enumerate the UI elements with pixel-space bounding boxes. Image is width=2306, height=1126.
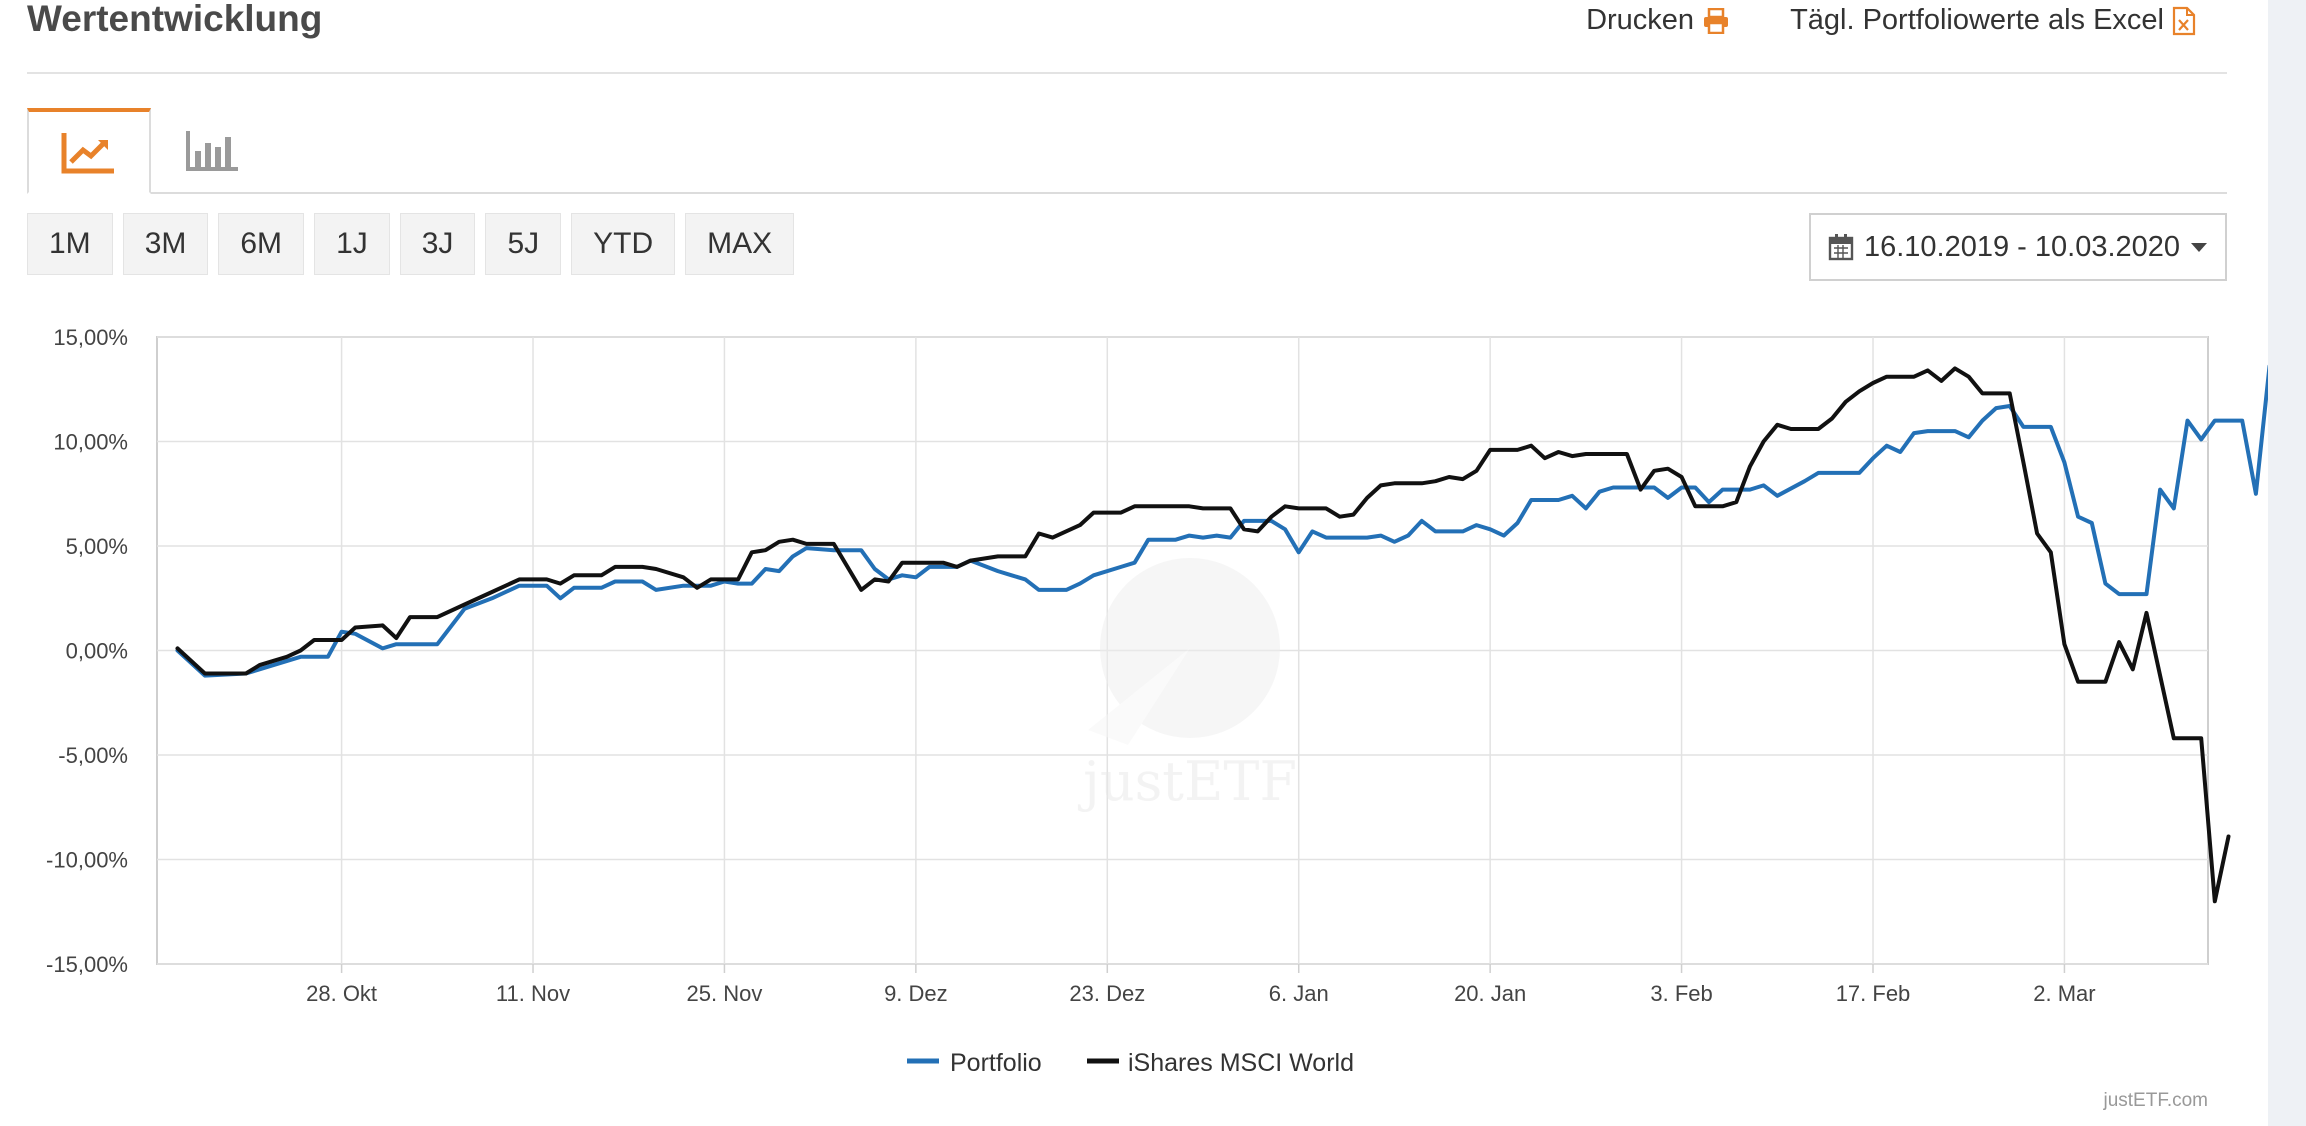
page-title: Wertentwicklung bbox=[27, 0, 323, 39]
bar-chart-icon bbox=[186, 131, 238, 171]
watermark-arrow bbox=[1088, 648, 1190, 745]
header-actions: Drucken Tägl. Portfoliowerte als Excel bbox=[1586, 4, 2196, 37]
watermark-text: justETF bbox=[1077, 750, 1297, 813]
y-tick-label: 0,00% bbox=[66, 639, 128, 664]
caret-down-icon bbox=[2191, 243, 2208, 252]
watermark: justETF bbox=[1077, 558, 1297, 813]
excel-file-icon bbox=[2172, 6, 2196, 35]
printer-icon bbox=[1704, 7, 1729, 34]
x-tick-label: 28. Okt bbox=[306, 981, 377, 1006]
period-button-max[interactable]: MAX bbox=[685, 213, 795, 275]
legend-label-portfolio[interactable]: Portfolio bbox=[950, 1049, 1042, 1077]
legend-label-benchmark[interactable]: iShares MSCI World bbox=[1128, 1049, 1354, 1077]
chart-type-tabs bbox=[27, 108, 2227, 194]
period-button-5j[interactable]: 5J bbox=[485, 213, 562, 275]
y-tick-label: 10,00% bbox=[53, 430, 128, 455]
chart-grid bbox=[156, 336, 2209, 973]
y-axis-ticks: 15,00% 10,00% 5,00% 0,00% -5,00% -10,00% -15,0… bbox=[46, 325, 128, 977]
y-tick-label: -5,00% bbox=[58, 743, 128, 768]
line-chart-icon bbox=[61, 133, 114, 174]
print-button[interactable]: Drucken bbox=[1586, 4, 1730, 37]
x-tick-label: 11. Nov bbox=[496, 981, 570, 1006]
period-button-1j[interactable]: 1J bbox=[314, 213, 390, 275]
x-tick-label: 23. Dez bbox=[1069, 981, 1145, 1006]
print-label: Drucken bbox=[1586, 4, 1695, 36]
excel-export-label: Tägl. Portfoliowerte als Excel bbox=[1790, 4, 2164, 36]
chart-credit[interactable]: justETF.com bbox=[2103, 1090, 2208, 1111]
y-tick-label: -10,00% bbox=[46, 848, 128, 873]
period-button-3j[interactable]: 3J bbox=[399, 213, 476, 275]
tab-bar-chart[interactable] bbox=[151, 108, 275, 192]
excel-export-button[interactable]: Tägl. Portfoliowerte als Excel bbox=[1790, 4, 2196, 37]
header-divider bbox=[27, 72, 2227, 74]
x-tick-label: 25. Nov bbox=[687, 981, 763, 1006]
legend: Portfolio iShares MSCI World bbox=[907, 1049, 1354, 1077]
series-line-benchmark[interactable] bbox=[175, 366, 2231, 904]
performance-chart: justETF 15,00% 10,00% 5,00% 0,00% -5,00% -10,… bbox=[46, 325, 2269, 1077]
y-tick-label: 5,00% bbox=[66, 534, 128, 559]
series-layer bbox=[175, 364, 2269, 904]
x-tick-label: 9. Dez bbox=[884, 981, 948, 1006]
period-selector: 1M 3M 6M 1J 3J 5J YTD MAX bbox=[27, 213, 795, 275]
x-tick-label: 20. Jan bbox=[1454, 981, 1526, 1006]
x-axis-ticks: 28. Okt 11. Nov 25. Nov 9. Dez 23. Dez 6. Jan… bbox=[306, 981, 2095, 1006]
period-button-6m[interactable]: 6M bbox=[218, 213, 305, 275]
y-tick-label: 15,00% bbox=[53, 325, 128, 350]
period-button-ytd[interactable]: YTD bbox=[571, 213, 676, 275]
period-button-1m[interactable]: 1M bbox=[27, 213, 113, 275]
side-strip bbox=[2268, 0, 2306, 1126]
date-range-value: 16.10.2019 - 10.03.2020 bbox=[1863, 230, 2181, 263]
x-tick-label: 17. Feb bbox=[1836, 981, 1911, 1006]
x-tick-label: 6. Jan bbox=[1269, 981, 1329, 1006]
period-button-3m[interactable]: 3M bbox=[122, 213, 209, 275]
tab-line-chart[interactable] bbox=[27, 108, 151, 194]
calendar-icon bbox=[1828, 234, 1854, 261]
date-range-picker[interactable]: 16.10.2019 - 10.03.2020 bbox=[1809, 213, 2227, 281]
x-tick-label: 2. Mar bbox=[2033, 981, 2095, 1006]
x-tick-label: 3. Feb bbox=[1650, 981, 1712, 1006]
series-line-portfolio[interactable] bbox=[175, 364, 2269, 678]
y-tick-label: -15,00% bbox=[46, 952, 128, 977]
